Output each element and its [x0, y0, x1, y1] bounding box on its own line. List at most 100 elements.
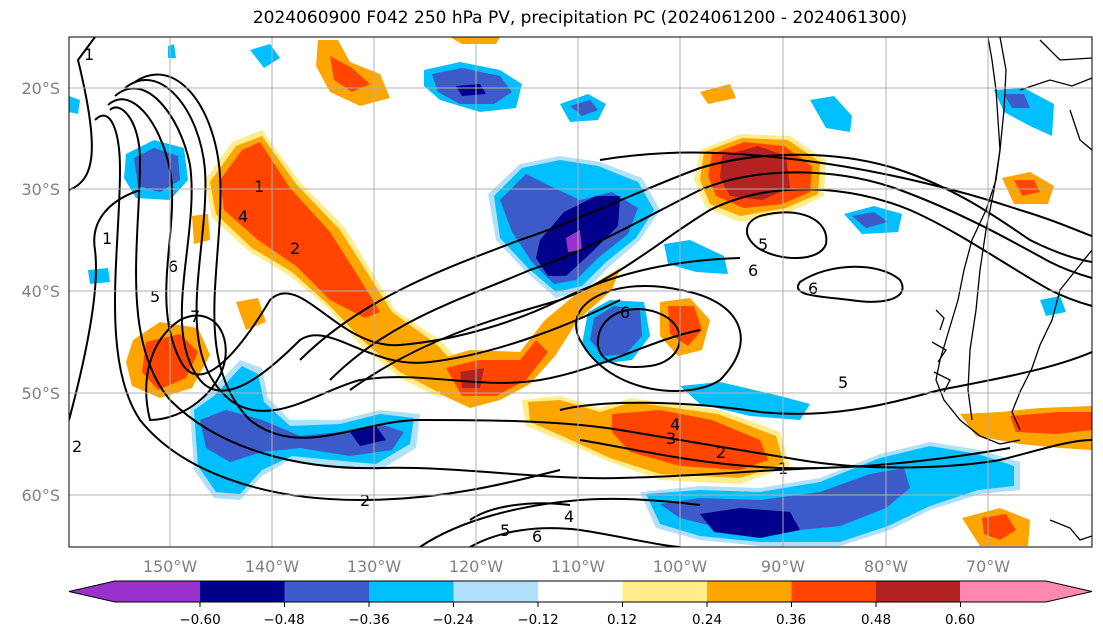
precip-negative-area	[456, 84, 486, 96]
lat-label: 50°S	[21, 384, 60, 403]
precip-positive-area	[982, 514, 1016, 540]
pv-contour-line	[145, 314, 227, 422]
contour-label: 2	[360, 491, 370, 510]
contour-label: 3	[666, 429, 676, 448]
precip-negative-area	[680, 382, 810, 420]
contour-label: 2	[72, 437, 82, 456]
pv-contour-line	[114, 87, 621, 392]
colorbar-tick-label: 0.36	[776, 612, 806, 628]
colorbar-tick-label: −0.48	[263, 612, 304, 628]
gridlines	[69, 37, 1092, 547]
pv-contour-line	[69, 189, 141, 421]
pv-contour-line	[797, 265, 904, 303]
contour-label: 7	[190, 307, 200, 326]
pv-contour-line	[469, 502, 571, 521]
country-border	[967, 37, 1007, 421]
contour-label: 6	[168, 257, 178, 276]
colorbar-segment	[538, 581, 623, 602]
pv-contour-line	[94, 114, 561, 502]
latitude-labels: 20°S 30°S 40°S 50°S 60°S	[21, 79, 60, 505]
precip-negative-area	[1004, 94, 1030, 108]
precip-positive-area	[1014, 180, 1040, 196]
lon-label: 90°W	[761, 557, 805, 576]
lon-label: 140°W	[245, 557, 300, 576]
coastline	[931, 37, 1092, 541]
colorbar-tick-label: 0.24	[692, 612, 722, 628]
colorbar-tick-label: −0.12	[517, 612, 558, 628]
colorbar-segment	[622, 581, 708, 602]
colorbar-tick-label: 0.60	[945, 612, 975, 628]
contour-label: 5	[838, 373, 848, 392]
contour-label: 4	[238, 207, 248, 226]
colorbar-segment	[876, 581, 961, 602]
precip-negative-area	[570, 100, 598, 116]
pv-contour-line	[469, 527, 681, 547]
lat-label: 20°S	[21, 79, 60, 98]
contour-label: 1	[102, 229, 112, 248]
colorbar-segment	[200, 581, 285, 602]
contour-label: 6	[532, 527, 542, 546]
precip-positive-area	[612, 410, 768, 470]
contour-label: 5	[500, 521, 510, 540]
precip-positive-area	[236, 298, 266, 330]
lat-label: 60°S	[21, 486, 60, 505]
pv-contour-line	[329, 171, 1092, 381]
contour-label: 4	[564, 507, 574, 526]
pv-contour-line	[349, 188, 1092, 391]
precip-positive-area	[1010, 412, 1092, 434]
precip-positive-area	[220, 142, 380, 318]
map-plot-area: 1 1 1 2 2 2 2 3 4 4 4 5 5 5 5 6 6 6 6 6 …	[69, 37, 1092, 547]
contour-label: 5	[758, 235, 768, 254]
island	[1049, 519, 1092, 541]
pv-contour-line	[299, 153, 1092, 361]
precip-negative-area	[350, 426, 386, 446]
lon-label: 100°W	[653, 557, 708, 576]
south-america-coast	[935, 37, 1021, 445]
colorbar-segments	[68, 580, 1093, 607]
country-border	[1039, 39, 1092, 61]
contour-label: 5	[150, 287, 160, 306]
colorbar-segment	[115, 581, 200, 602]
pv-contour-line	[124, 79, 701, 412]
precip-negative-area	[1040, 296, 1066, 316]
lon-label: 130°W	[347, 557, 402, 576]
country-border	[1069, 109, 1092, 151]
lon-label: 70°W	[966, 557, 1010, 576]
precip-positive-area	[700, 84, 736, 104]
lon-label: 150°W	[143, 557, 198, 576]
precip-negative-area	[69, 96, 80, 114]
longitude-labels: 150°W 140°W 130°W 120°W 110°W 100°W 90°W…	[143, 557, 1010, 576]
pv-contours	[69, 37, 1092, 547]
precip-positive-area	[330, 56, 370, 92]
colorbar-outline	[68, 580, 1093, 603]
map-title: 2024060900 F042 250 hPa PV, precipitatio…	[252, 8, 908, 28]
lon-label: 120°W	[449, 557, 504, 576]
pv-contour-line	[746, 211, 828, 259]
lat-label: 30°S	[21, 180, 60, 199]
lon-label: 110°W	[551, 557, 606, 576]
colorbar-tick-label: −0.24	[432, 612, 473, 628]
pv-contour-line	[575, 285, 742, 392]
country-border	[1019, 77, 1092, 91]
colorbar-tick-label: 0.48	[861, 612, 891, 628]
pv-contour-line	[109, 106, 821, 480]
contour-label: 6	[620, 303, 630, 322]
colorbar-segment	[369, 581, 454, 602]
pv-contour-line	[134, 73, 1092, 469]
lon-label: 80°W	[864, 557, 908, 576]
precip-negative-area	[88, 268, 110, 284]
colorbar-segment	[960, 581, 1046, 602]
colorbar-segment	[791, 581, 877, 602]
precip-negative-area	[700, 508, 800, 538]
precip-negative-area	[852, 212, 888, 228]
contour-label: 1	[84, 45, 94, 64]
precip-negative-area	[810, 96, 852, 132]
south-america-coast	[1011, 249, 1092, 431]
colorbar-tick-label: 0.12	[607, 612, 637, 628]
contour-labels: 1 1 1 2 2 2 2 3 4 4 4 5 5 5 5 6 6 6 6 6 …	[72, 45, 848, 546]
colorbar-segment	[707, 581, 792, 602]
pv-contour-line	[559, 351, 1092, 415]
colorbar-segment	[453, 581, 539, 602]
colorbar-tick-labels: −0.60 −0.48 −0.36 −0.24 −0.12 0.12 0.24 …	[179, 612, 975, 628]
